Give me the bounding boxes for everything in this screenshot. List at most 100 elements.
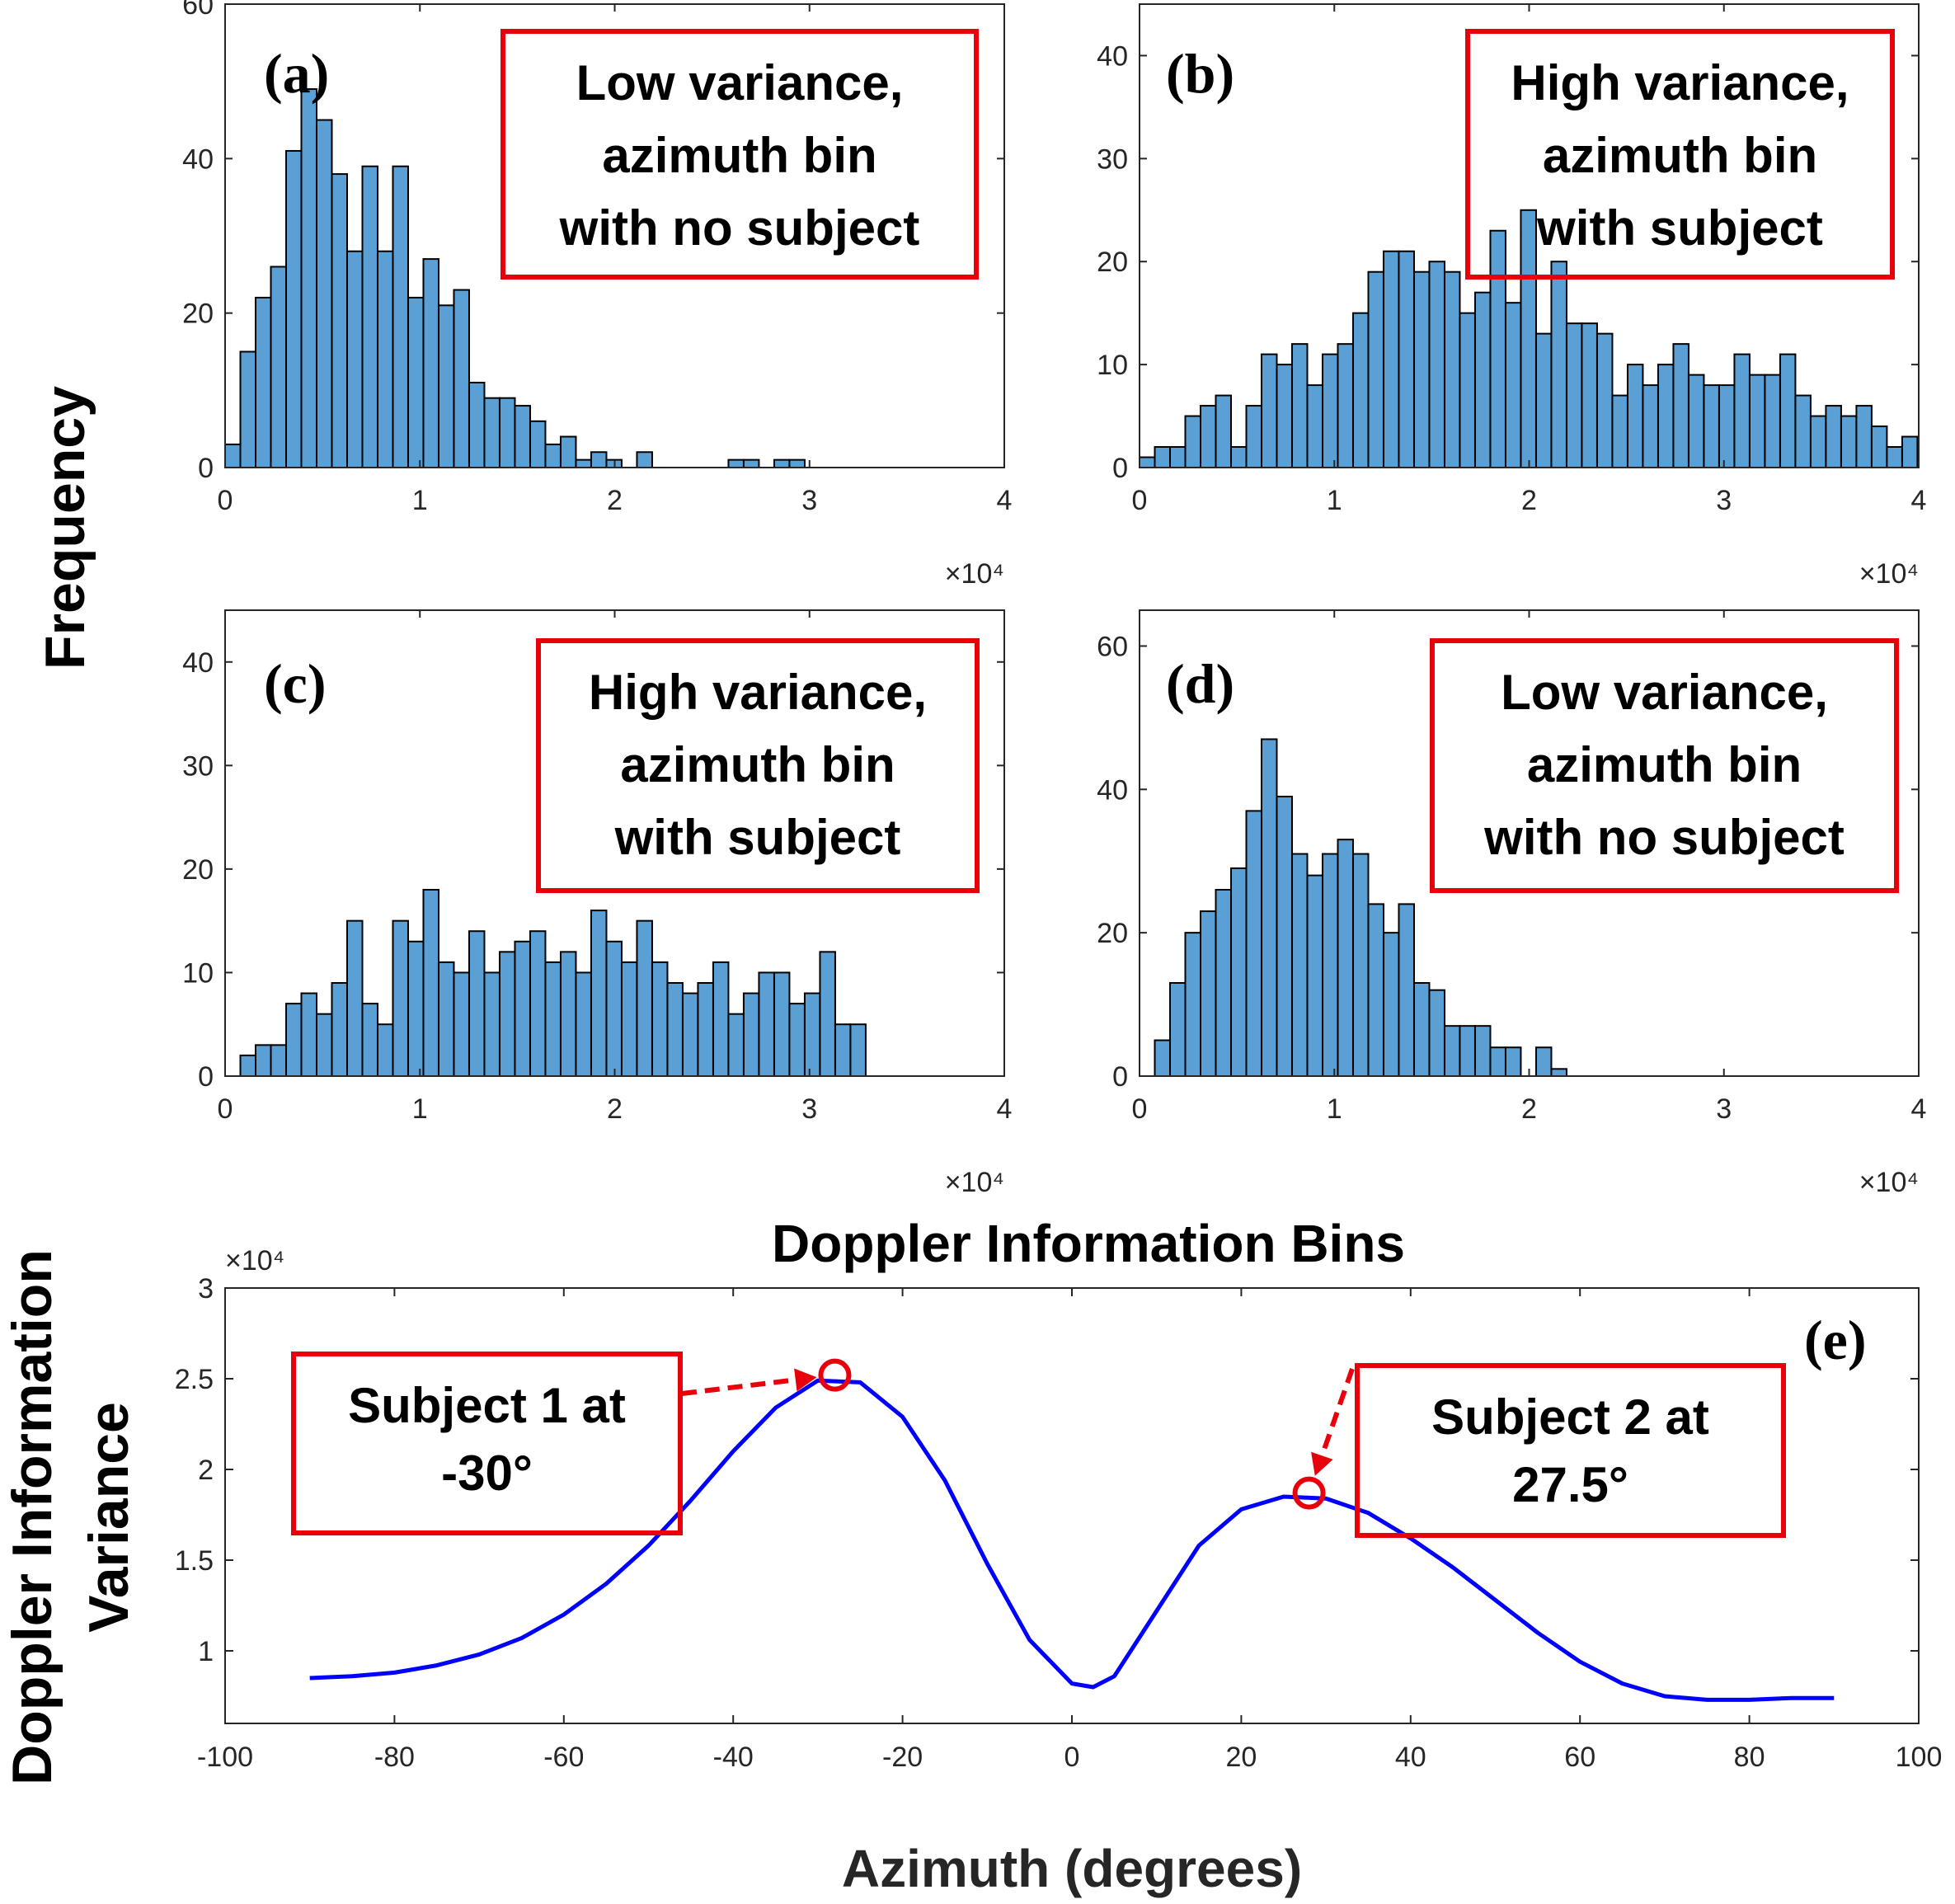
x-tick-label: 0 [218,485,233,516]
histogram-bar [773,458,791,469]
histogram-bar [1534,332,1553,468]
histogram-bar [422,889,439,1077]
histogram-bar [788,1003,806,1077]
histogram-bar [361,165,378,468]
x-tick-label: 4 [1911,485,1927,516]
histogram-bar [1520,209,1537,468]
panel-label: (d) [1166,652,1234,715]
x-tick-label: -20 [882,1742,923,1773]
annotation-text: High variance, [589,665,927,720]
histogram-bar [1245,810,1262,1078]
histogram-bar [1184,932,1201,1077]
histogram-bar [773,971,791,1078]
histogram-bar [1276,796,1293,1077]
y-tick-label: 3 [198,1273,214,1305]
x-tick-label: 0 [1132,485,1148,516]
annotation-text: azimuth bin [602,128,876,183]
histogram-bar [1168,982,1187,1077]
annotation-box [1430,638,1899,893]
annotation-box [291,1352,683,1535]
histogram-bar [331,982,348,1077]
x-tick-label: 4 [997,485,1013,516]
histogram-bar [1367,903,1384,1078]
histogram-bar [1809,415,1827,468]
histogram-bar [1154,1039,1171,1077]
histogram-bar [239,1054,256,1078]
annotation-text: azimuth bin [620,737,895,792]
y-tick-label: 20 [1097,247,1128,278]
x-exponent-label: ×10⁴ [945,558,1004,590]
x-axis-label: Azimuth (degrees) [842,1839,1302,1898]
histogram-bar [1428,989,1445,1077]
histogram-bar [727,458,745,469]
arrow-head [794,1368,817,1392]
histogram-bar [1199,405,1217,469]
histogram-bar [681,992,699,1077]
histogram-bar [1581,322,1598,468]
histogram-bar [1459,1025,1476,1077]
histogram-bar [300,992,317,1077]
histogram-bar [742,992,760,1077]
histogram-bar [834,1023,852,1077]
histogram-bar [407,940,425,1078]
y-tick-label: 0 [198,453,214,484]
line-panel-e: -100 -80 -60 -40 -20 0 20 40 60 80 100 1 1.5 2 2.5 3 ×10… [1,1245,1942,1898]
histogram-bar [407,296,425,468]
annotation-text: azimuth bin [1543,128,1817,183]
frequency-ylabel: Frequency [34,386,96,670]
histogram-bar [559,951,577,1078]
histogram-bar [1321,353,1339,468]
histogram-bar [1504,1046,1522,1077]
histogram-bar [498,951,516,1078]
histogram-bar [284,1003,303,1077]
histogram-bar [1215,394,1232,469]
histogram-bar [1412,270,1431,469]
histogram-bar [1870,425,1888,468]
annotation-text: Subject 2 at [1431,1389,1709,1445]
x-tick-label: -40 [713,1742,754,1773]
x-tick-label: 2 [1521,1093,1537,1125]
histogram-bar [1184,415,1201,468]
histogram-bar [1367,270,1384,469]
histogram-bar [1398,250,1415,468]
histogram-bar [575,458,592,469]
x-tick-label: 1 [1327,485,1342,516]
x-tick-label: 100 [1896,1742,1943,1773]
y-tick-label: 10 [1097,350,1128,381]
x-tick-label: 0 [218,1093,233,1125]
histogram-bar [498,397,516,469]
y-tick-label: 40 [182,143,214,175]
histogram-bar [1779,353,1797,468]
histogram-bar [453,971,470,1078]
histogram-bar [514,405,531,469]
histogram-bar [300,88,317,469]
histogram-bar [636,451,653,468]
histogram-bar [483,971,500,1078]
y-exponent-label: ×10⁴ [225,1245,284,1276]
y-tick-label: 2 [198,1455,214,1486]
histogram-bar [270,1044,287,1078]
histogram-bar [1229,446,1248,468]
histogram-bar [1337,839,1354,1078]
histogram-bar [544,961,562,1078]
histogram-bar [1290,343,1309,468]
histogram-bar [1855,405,1873,469]
histogram-bar [803,992,821,1077]
x-tick-label: 3 [801,1093,817,1125]
x-tick-label: -80 [374,1742,415,1773]
histogram-bar [605,940,623,1078]
histogram-bar [666,982,684,1077]
annotation-arrow [1316,1368,1355,1466]
peak-marker-circle [1292,1476,1326,1510]
x-tick-label: 3 [1716,485,1732,516]
histogram-bar [1840,415,1858,468]
x-tick-label: 20 [1225,1742,1257,1773]
histogram-bar [468,381,486,469]
histogram-bar [1504,302,1522,468]
histogram-bar [788,458,806,469]
histogram-bar [1901,435,1919,468]
histogram-bar [1626,364,1644,468]
arrow-head [1311,1451,1333,1476]
